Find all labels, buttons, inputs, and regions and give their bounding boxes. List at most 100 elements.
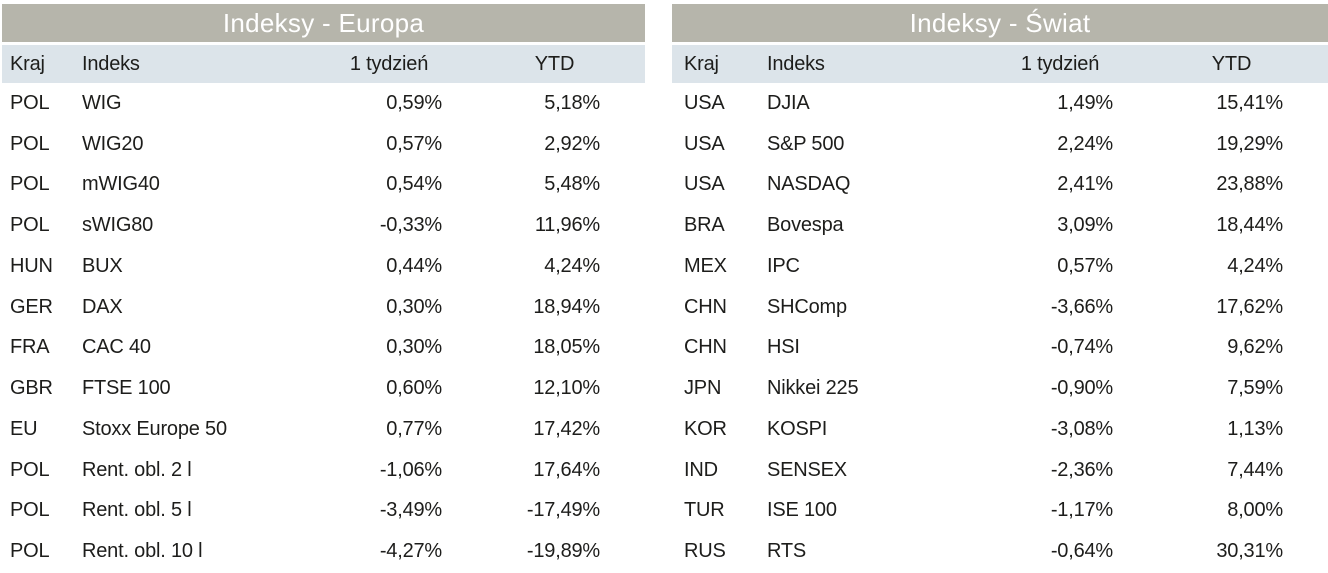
cell-indeks: BUX <box>82 254 123 277</box>
cell-ytd: 5,48% <box>544 173 600 196</box>
cell-ytd: 12,10% <box>533 377 600 400</box>
cell-week: -3,49% <box>379 499 442 522</box>
cell-week: -3,66% <box>1050 295 1113 318</box>
cell-kraj: USA <box>684 132 725 155</box>
table-row: USA NASDAQ 2,41% 23,88% <box>672 164 1328 206</box>
cell-week: 0,57% <box>1057 254 1113 277</box>
cell-week: -1,06% <box>379 458 442 481</box>
table-row: CHN HSI -0,74% 9,62% <box>672 327 1328 369</box>
cell-indeks: NASDAQ <box>767 173 851 196</box>
cell-week: 1,49% <box>1057 91 1113 114</box>
table-row: POL sWIG80 -0,33% 11,96% <box>2 205 645 246</box>
cell-week: 0,60% <box>386 377 442 400</box>
cell-kraj: KOR <box>684 417 727 440</box>
column-header-row: Kraj Indeks 1 tydzień YTD <box>672 45 1328 83</box>
cell-kraj: USA <box>684 91 725 114</box>
cell-ytd: -19,89% <box>526 540 600 563</box>
europa-grid: Kraj Indeks 1 tydzień YTD POL WIG 0,59% 5,18% P… <box>2 45 645 572</box>
cell-indeks: IPC <box>767 254 800 277</box>
cell-week: -1,17% <box>1050 499 1113 522</box>
cell-week: -2,36% <box>1050 458 1113 481</box>
cell-ytd: 17,42% <box>533 417 600 440</box>
cell-indeks: Rent. obl. 5 l <box>82 499 192 522</box>
cell-kraj: CHN <box>684 336 727 359</box>
table-row: FRA CAC 40 0,30% 18,05% <box>2 327 645 369</box>
table-row: IND SENSEX -2,36% 7,44% <box>672 449 1328 491</box>
table-title-europa: Indeksy - Europa <box>2 4 645 42</box>
cell-indeks: WIG20 <box>82 132 144 155</box>
cell-kraj: POL <box>10 132 50 155</box>
table-indeksy-europa: Indeksy - Europa Kraj Indeks 1 tydzień YTD … <box>2 4 645 572</box>
cell-week: 2,41% <box>1057 173 1113 196</box>
cell-indeks: HSI <box>767 336 800 359</box>
cell-kraj: POL <box>10 540 50 563</box>
cell-kraj: GER <box>10 295 53 318</box>
cell-ytd: 15,41% <box>1216 91 1283 114</box>
cell-ytd: 1,13% <box>1227 417 1283 440</box>
cell-indeks: mWIG40 <box>82 173 160 196</box>
table-row: KOR KOSPI -3,08% 1,13% <box>672 409 1328 450</box>
cell-indeks: Rent. obl. 2 l <box>82 458 192 481</box>
table-row: HUN BUX 0,44% 4,24% <box>2 246 645 287</box>
cell-kraj: EU <box>10 417 38 440</box>
cell-week: -0,64% <box>1050 540 1113 563</box>
column-header-ytd: YTD <box>534 52 575 75</box>
column-header-kraj: Kraj <box>684 52 719 75</box>
table-row: POL Rent. obl. 5 l -3,49% -17,49% <box>2 490 645 532</box>
table-row: GER DAX 0,30% 18,94% <box>2 286 645 328</box>
column-header-row: Kraj Indeks 1 tydzień YTD <box>2 45 645 83</box>
cell-kraj: USA <box>684 173 725 196</box>
cell-ytd: 8,00% <box>1227 499 1283 522</box>
cell-indeks: KOSPI <box>767 417 828 440</box>
cell-ytd: 2,92% <box>544 132 600 155</box>
cell-kraj: TUR <box>684 499 725 522</box>
cell-indeks: DJIA <box>767 91 810 114</box>
cell-indeks: RTS <box>767 540 807 563</box>
cell-indeks: Nikkei 225 <box>767 377 859 400</box>
table-row: POL Rent. obl. 10 l -4,27% -19,89% <box>2 531 645 572</box>
cell-week: 3,09% <box>1057 214 1113 237</box>
cell-indeks: DAX <box>82 295 123 318</box>
table-row: TUR ISE 100 -1,17% 8,00% <box>672 490 1328 532</box>
cell-indeks: CAC 40 <box>82 336 151 359</box>
table-row: JPN Nikkei 225 -0,90% 7,59% <box>672 368 1328 409</box>
table-row: MEX IPC 0,57% 4,24% <box>672 246 1328 287</box>
cell-week: 0,30% <box>386 336 442 359</box>
europa-rows: POL WIG 0,59% 5,18% POL WIG20 0,57% 2,92% POL mWI… <box>2 83 645 572</box>
cell-week: -0,90% <box>1050 377 1113 400</box>
cell-ytd: 4,24% <box>544 254 600 277</box>
cell-week: 0,44% <box>386 254 442 277</box>
cell-ytd: 4,24% <box>1227 254 1283 277</box>
table-row: POL WIG20 0,57% 2,92% <box>2 123 645 165</box>
cell-indeks: SENSEX <box>767 458 847 481</box>
table-title-swiat: Indeksy - Świat <box>672 4 1328 42</box>
cell-kraj: HUN <box>10 254 53 277</box>
cell-indeks: ISE 100 <box>767 499 837 522</box>
table-row: CHN SHComp -3,66% 17,62% <box>672 286 1328 328</box>
cell-kraj: CHN <box>684 295 727 318</box>
cell-week: 0,59% <box>386 91 442 114</box>
column-header-indeks: Indeks <box>82 52 140 75</box>
cell-indeks: S&P 500 <box>767 132 845 155</box>
cell-week: -4,27% <box>379 540 442 563</box>
table-row: GBR FTSE 100 0,60% 12,10% <box>2 368 645 409</box>
cell-week: 2,24% <box>1057 132 1113 155</box>
cell-indeks: FTSE 100 <box>82 377 171 400</box>
cell-ytd: 18,94% <box>533 295 600 318</box>
column-header-kraj: Kraj <box>10 52 45 75</box>
cell-kraj: GBR <box>10 377 53 400</box>
cell-indeks: Rent. obl. 10 l <box>82 540 203 563</box>
cell-indeks: SHComp <box>767 295 847 318</box>
table-indeksy-swiat: Indeksy - Świat Kraj Indeks 1 tydzień YTD U… <box>672 4 1328 572</box>
cell-indeks: Stoxx Europe 50 <box>82 417 227 440</box>
cell-kraj: POL <box>10 91 50 114</box>
cell-week: -0,74% <box>1050 336 1113 359</box>
cell-ytd: 9,62% <box>1227 336 1283 359</box>
cell-ytd: 5,18% <box>544 91 600 114</box>
cell-kraj: POL <box>10 214 50 237</box>
cell-kraj: FRA <box>10 336 50 359</box>
table-row: POL Rent. obl. 2 l -1,06% 17,64% <box>2 449 645 491</box>
cell-week: -3,08% <box>1050 417 1113 440</box>
cell-ytd: 30,31% <box>1216 540 1283 563</box>
